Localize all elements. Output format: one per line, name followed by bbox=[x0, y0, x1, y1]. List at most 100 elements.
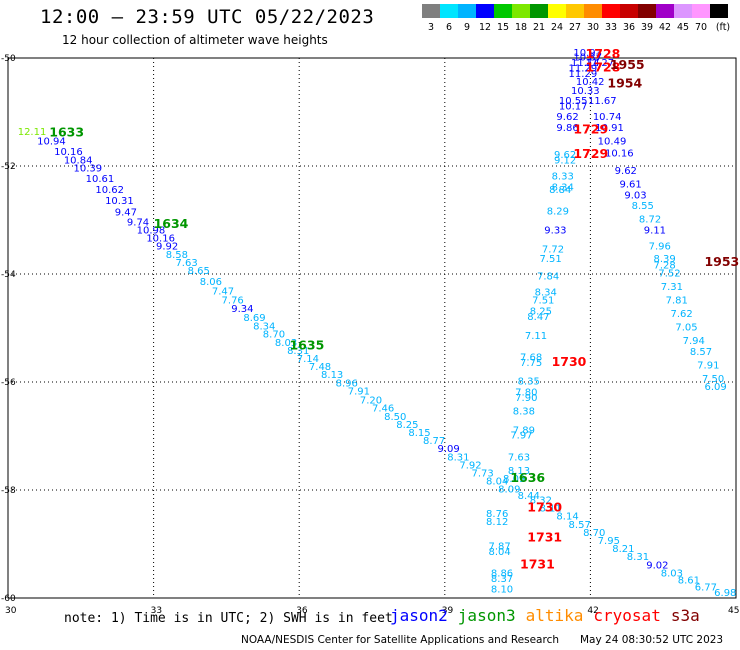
legend-jason2: jason2 bbox=[390, 606, 448, 625]
swh-value: 8.09 bbox=[498, 485, 520, 496]
swh-value: 7.94 bbox=[683, 336, 705, 347]
scale-swatch bbox=[566, 4, 584, 18]
swh-value: 8.47 bbox=[527, 312, 549, 323]
scale-label: 15 bbox=[497, 22, 509, 33]
swh-value: 7.76 bbox=[222, 296, 244, 307]
swh-value: 7.11 bbox=[525, 331, 547, 342]
swh-value: 7.48 bbox=[309, 362, 331, 373]
y-tick-label: -58 bbox=[1, 486, 16, 496]
swh-value: 10.42 bbox=[576, 77, 605, 88]
scale-swatch bbox=[638, 4, 656, 18]
swh-value: 8.69 bbox=[243, 313, 265, 324]
swh-value: 8.04 bbox=[488, 547, 510, 558]
swh-value: 8.25 bbox=[396, 420, 418, 431]
swh-value: 8.31 bbox=[627, 552, 649, 563]
swh-value: 7.47 bbox=[212, 287, 234, 298]
swh-value: 7.72 bbox=[542, 244, 564, 255]
pass-time-label: 1730 bbox=[552, 354, 587, 369]
swh-value: 8.50 bbox=[384, 412, 406, 423]
pass-time-label: 1728 bbox=[586, 46, 621, 61]
swh-value: 8.34 bbox=[552, 182, 574, 193]
y-tick-label: -56 bbox=[1, 378, 16, 388]
swh-value: 8.37 bbox=[491, 574, 513, 585]
swh-value: 8.72 bbox=[639, 215, 661, 226]
pass-time-label: 1635 bbox=[289, 338, 324, 353]
scale-label: 45 bbox=[677, 22, 689, 33]
x-tick-label: 42 bbox=[587, 606, 598, 616]
swh-value: 9.34 bbox=[231, 304, 253, 315]
swh-value: 8.34 bbox=[535, 288, 557, 299]
swh-value: 7.63 bbox=[175, 258, 197, 269]
swh-value: 8.21 bbox=[612, 544, 634, 555]
swh-value: 8.77 bbox=[423, 436, 445, 447]
swh-value: 10.98 bbox=[137, 226, 166, 237]
swh-value: 8.57 bbox=[569, 520, 591, 531]
swh-value: 7.52 bbox=[658, 269, 680, 280]
y-tick-label: -54 bbox=[1, 270, 16, 280]
swh-value: 7.46 bbox=[372, 404, 394, 415]
swh-value: 7.05 bbox=[675, 323, 697, 334]
swh-value: 8.14 bbox=[556, 512, 578, 523]
swh-value: 8.86 bbox=[491, 568, 513, 579]
swh-value: 9.62 bbox=[556, 112, 578, 123]
swh-value: 8.15 bbox=[408, 428, 430, 439]
swh-value: 9.09 bbox=[438, 444, 460, 455]
pass-time-label: 1955 bbox=[610, 57, 645, 72]
swh-value: 7.50 bbox=[702, 374, 724, 385]
swh-value: 8.55 bbox=[632, 201, 654, 212]
swh-value: 10.84 bbox=[64, 155, 93, 166]
swh-value: 7.80 bbox=[515, 388, 537, 399]
swh-value: 7.89 bbox=[513, 425, 535, 436]
pass-time-label: 1953 bbox=[704, 254, 739, 269]
x-tick-label: 33 bbox=[151, 606, 162, 616]
swh-value: 7.97 bbox=[510, 431, 532, 442]
scale-swatch bbox=[458, 4, 476, 18]
swh-value: 7.14 bbox=[297, 354, 319, 365]
color-scale: 3 6 9 12 15 18 21 24 27 30 33 36 39 42 45 70 (ft) bbox=[422, 4, 730, 33]
swh-value: 8.65 bbox=[188, 266, 210, 277]
note-text: note: 1) Time is in UTC; 2) SWH is in fe… bbox=[64, 611, 393, 626]
swh-value: 9.62 bbox=[615, 166, 637, 177]
scale-label: 9 bbox=[464, 22, 470, 33]
swh-value: 8.03 bbox=[275, 338, 297, 349]
page-title: 12:00 – 23:59 UTC 05/22/2023 bbox=[40, 6, 375, 28]
swh-value: 8.31 bbox=[287, 346, 309, 357]
scale-label: 21 bbox=[533, 22, 545, 33]
footer-credit: NOAA/NESDIS Center for Satellite Applica… bbox=[241, 634, 559, 646]
swh-value: 7.95 bbox=[598, 536, 620, 547]
swh-value: 7.92 bbox=[459, 460, 481, 471]
swh-value: 8.11 bbox=[539, 504, 561, 515]
x-tick-label: 39 bbox=[442, 606, 454, 616]
swh-value: 8.70 bbox=[263, 330, 285, 341]
swh-value: 8.06 bbox=[200, 277, 222, 288]
swh-value: 7.31 bbox=[661, 282, 683, 293]
footer-timestamp: May 24 08:30:52 UTC 2023 bbox=[580, 634, 724, 646]
scale-label: 70 bbox=[695, 22, 707, 33]
swh-value: 10.31 bbox=[105, 196, 134, 207]
swh-value: 10.16 bbox=[54, 147, 83, 158]
swh-value: 7.81 bbox=[666, 296, 688, 307]
swh-value: 9.47 bbox=[115, 208, 137, 219]
swh-value: 7.20 bbox=[360, 396, 382, 407]
swh-value: 9.61 bbox=[620, 180, 642, 191]
swh-value: 10.17 bbox=[559, 101, 588, 112]
swh-value: 8.96 bbox=[336, 378, 358, 389]
swh-value: 7.91 bbox=[348, 386, 370, 397]
scale-swatch bbox=[476, 4, 494, 18]
swh-value: 8.38 bbox=[513, 406, 535, 417]
pass-time-label: 1728 bbox=[586, 60, 621, 75]
swh-value: 8.39 bbox=[653, 254, 675, 265]
pass-time-label: 1729 bbox=[573, 122, 608, 137]
scale-swatch bbox=[530, 4, 548, 18]
scale-swatch bbox=[674, 4, 692, 18]
swh-value: 7.90 bbox=[515, 393, 537, 404]
swh-value: 6.77 bbox=[695, 582, 717, 593]
swh-value: 8.61 bbox=[678, 575, 700, 586]
swh-value: 11.67 bbox=[588, 96, 617, 107]
swh-value: 7.63 bbox=[508, 452, 530, 463]
swh-value: 8.13 bbox=[321, 370, 343, 381]
swh-value: 9.03 bbox=[624, 190, 646, 201]
scale-label: 39 bbox=[641, 22, 653, 33]
swh-value: 7.28 bbox=[653, 261, 675, 272]
scale-swatch bbox=[440, 4, 458, 18]
